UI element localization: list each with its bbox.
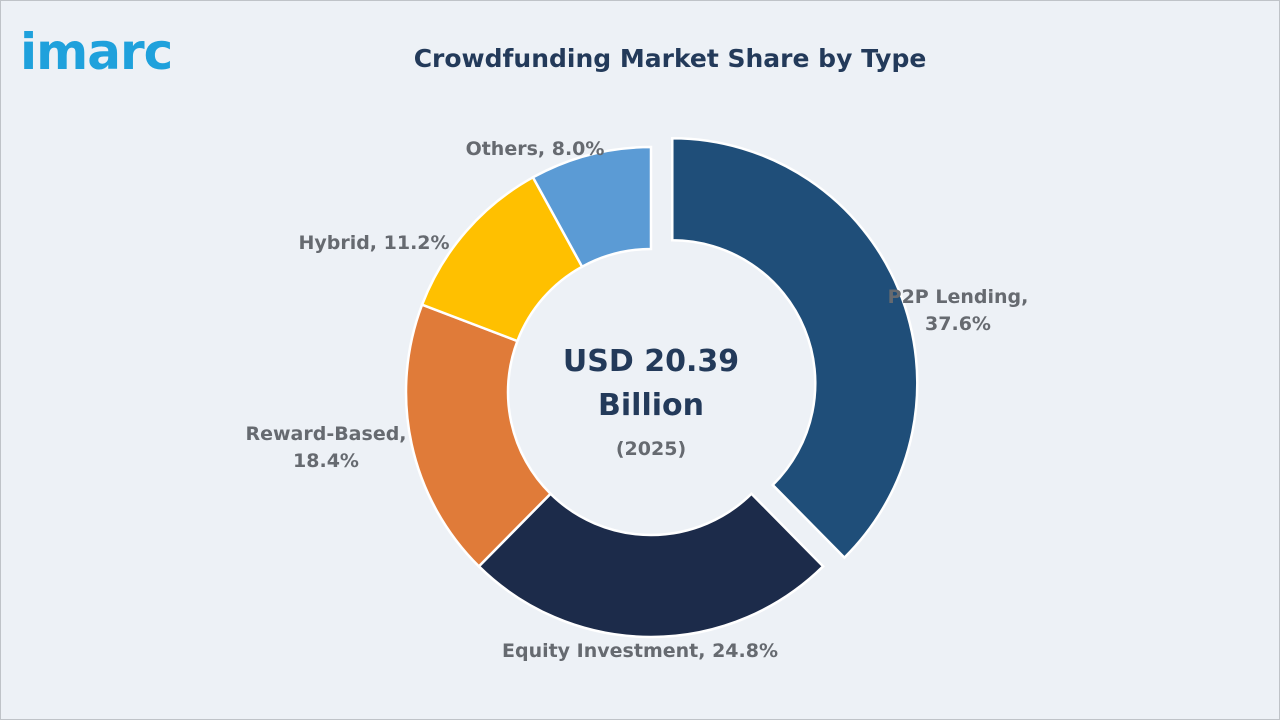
imarc-logo: imarc	[20, 23, 173, 81]
slice-labels: P2P Lending, 37.6% Equity Investment, 24.8…	[245, 138, 1028, 662]
chart-title: Crowdfunding Market Share by Type	[413, 44, 927, 73]
slice-others	[531, 145, 653, 269]
slice-equity-investment	[477, 491, 825, 639]
center-value-line1: USD 20.39	[563, 344, 739, 379]
label-others: Others, 8.0%	[466, 138, 605, 160]
label-equity-investment: Equity Investment, 24.8%	[502, 640, 778, 662]
center-year: (2025)	[616, 438, 686, 460]
center-value-line2: Billion	[598, 388, 704, 423]
donut-slices	[404, 137, 919, 639]
slice-p2p-lending	[671, 137, 919, 560]
label-hybrid: Hybrid, 11.2%	[298, 232, 449, 254]
label-reward-based: Reward-Based, 18.4%	[245, 423, 406, 472]
slice-reward-based	[404, 303, 553, 569]
label-p2p-lending: P2P Lending, 37.6%	[888, 286, 1029, 335]
